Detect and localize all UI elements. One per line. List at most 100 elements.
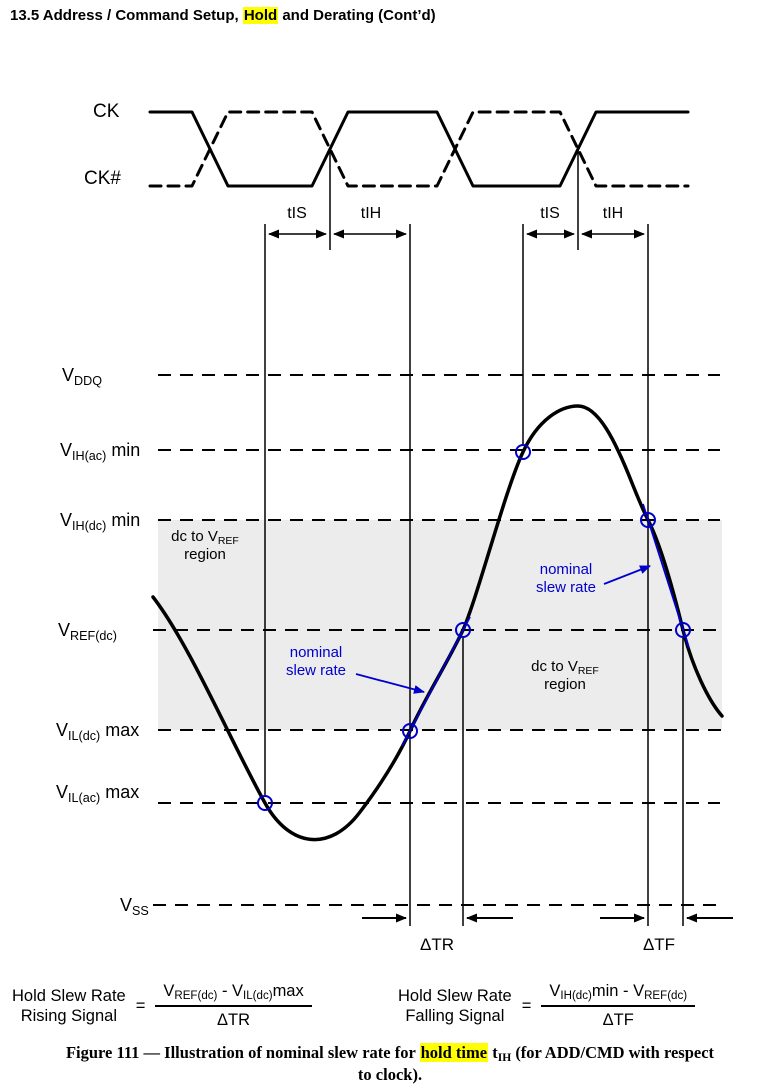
caption-part2: t <box>488 1043 498 1062</box>
slew2-line1: nominal <box>539 561 593 578</box>
clock-waveforms <box>148 110 690 188</box>
timing-boundary-lines <box>264 149 684 926</box>
region2-sub: REF <box>577 664 599 677</box>
dtr-label: ΔTR <box>419 935 455 954</box>
caption-line2: to clock). <box>357 1065 423 1084</box>
dc-region-label-1: dc to VREF region <box>155 528 255 564</box>
nominal-slew-rate-label-1: nominal slew rate <box>268 644 364 680</box>
slew-annotation-arrows <box>355 565 651 694</box>
caption-sub: IH <box>497 1052 512 1065</box>
tih-label-2: tIH <box>602 205 624 222</box>
vihac-label: VIH(ac) min <box>60 439 141 463</box>
vildc-label: VIL(dc) max <box>56 719 140 743</box>
vihdc-suffix: min <box>106 510 141 530</box>
vilac-label: VIL(ac) max <box>56 781 140 805</box>
rising-formula-title: Hold Slew Rate Rising Signal <box>12 986 126 1026</box>
reference-level-lines <box>153 374 722 906</box>
falling-formula-title: Hold Slew Rate Falling Signal <box>398 986 512 1026</box>
vihac-suffix: min <box>106 440 141 460</box>
vihac-sub: IH(ac) <box>72 448 107 463</box>
section-heading-suffix: and Derating (Cont’d) <box>278 7 436 24</box>
vilac-base: V <box>56 782 69 802</box>
vihdc-base: V <box>60 510 73 530</box>
vddq-label: VDDQ <box>62 364 103 388</box>
falling-num-b2: min - V <box>591 982 645 1000</box>
rising-slew-pointer-arrow <box>355 673 425 694</box>
ckn-waveform <box>148 110 690 188</box>
rising-num-b3: max <box>272 982 304 1000</box>
crossing-circle-vref-rise <box>455 622 471 638</box>
rising-equals-sign: = <box>135 996 146 1015</box>
vihdc-label: VIH(dc) min <box>60 509 141 533</box>
rising-title-line2: Rising Signal <box>20 1007 118 1025</box>
crossing-circle-vilac <box>257 795 273 811</box>
rising-num-b2: - V <box>217 982 244 1000</box>
vildc-base: V <box>56 720 69 740</box>
rising-title-line1: Hold Slew Rate <box>12 987 126 1005</box>
dtf-label: ΔTF <box>642 935 676 954</box>
vilac-sub: IL(ac) <box>68 790 101 805</box>
rising-num-s1: REF(dc) <box>174 990 218 1003</box>
vref-sub: REF(dc) <box>70 628 117 643</box>
rising-fraction: VREF(dc) - VIL(dc)max ΔTR <box>155 982 312 1030</box>
rising-numerator: VREF(dc) - VIL(dc)max <box>155 982 312 1007</box>
rising-denominator: ΔTR <box>217 1011 251 1029</box>
ck-label: CK <box>93 101 120 122</box>
hold-slew-rate-rising-formula: Hold Slew Rate Rising Signal = VREF(dc) … <box>12 982 312 1030</box>
nominal-slew-rate-label-2: nominal slew rate <box>518 561 614 597</box>
vildc-suffix: max <box>100 720 140 740</box>
vddq-base: V <box>62 365 75 385</box>
ckn-label: CK# <box>84 168 121 189</box>
crossing-circle-vildc <box>402 723 418 739</box>
slew1-line1: nominal <box>289 644 343 661</box>
crossing-circle-vihdc <box>640 512 656 528</box>
vss-base: V <box>120 895 133 915</box>
falling-numerator: VIH(dc)min - VREF(dc) <box>541 982 696 1007</box>
tis-label-2: tIS <box>540 205 560 222</box>
falling-num-s1: IH(dc) <box>560 990 592 1003</box>
vildc-sub: IL(dc) <box>68 728 101 743</box>
vref-base: V <box>58 620 71 640</box>
tih-label-1: tIH <box>360 205 382 222</box>
caption-part1: Figure 111 — Illustration of nominal sle… <box>65 1043 420 1062</box>
falling-title-line1: Hold Slew Rate <box>398 987 512 1005</box>
region1-line2: region <box>184 546 226 563</box>
vilac-suffix: max <box>100 782 140 802</box>
signal-curve <box>151 404 724 842</box>
region2-line2: region <box>544 676 586 693</box>
region1-pre: dc to V <box>171 528 218 545</box>
rising-num-b1: V <box>163 982 175 1000</box>
dc-region-label-2: dc to VREF region <box>512 658 618 694</box>
falling-num-s2: REF(dc) <box>644 990 688 1003</box>
vihdc-sub: IH(dc) <box>72 518 107 533</box>
crossing-point-circles <box>257 444 691 811</box>
section-heading: 13.5 Address / Command Setup, Hold and D… <box>10 7 436 24</box>
section-heading-prefix: 13.5 Address / Command Setup, <box>10 7 243 24</box>
tis-label-1: tIS <box>287 205 307 222</box>
rising-num-s2: IL(dc) <box>243 990 273 1003</box>
crossing-circle-vref-fall <box>675 622 691 638</box>
falling-title-line2: Falling Signal <box>405 1007 505 1025</box>
vddq-sub: DDQ <box>74 373 103 388</box>
falling-denominator: ΔTF <box>602 1011 634 1029</box>
section-heading-highlight: Hold <box>242 7 279 24</box>
vihac-base: V <box>60 440 73 460</box>
region2-pre: dc to V <box>531 658 578 675</box>
falling-fraction: VIH(dc)min - VREF(dc) ΔTF <box>541 982 696 1030</box>
vss-sub: SS <box>132 903 149 918</box>
caption-highlight: hold time <box>419 1043 489 1062</box>
dc-region-band <box>158 520 722 730</box>
slew1-line2: slew rate <box>285 662 347 679</box>
caption-part3: (for ADD/CMD with respect <box>511 1043 715 1062</box>
region1-sub: REF <box>217 534 239 547</box>
ck-waveform <box>148 110 690 188</box>
vref-label: VREF(dc) <box>58 619 117 643</box>
vss-label: VSS <box>120 894 149 918</box>
falling-equals-sign: = <box>521 996 532 1015</box>
slew2-line2: slew rate <box>535 579 597 596</box>
falling-num-b1: V <box>549 982 561 1000</box>
figure-caption: Figure 111 — Illustration of nominal sle… <box>0 1042 780 1086</box>
falling-slew-pointer-arrow <box>603 565 651 585</box>
